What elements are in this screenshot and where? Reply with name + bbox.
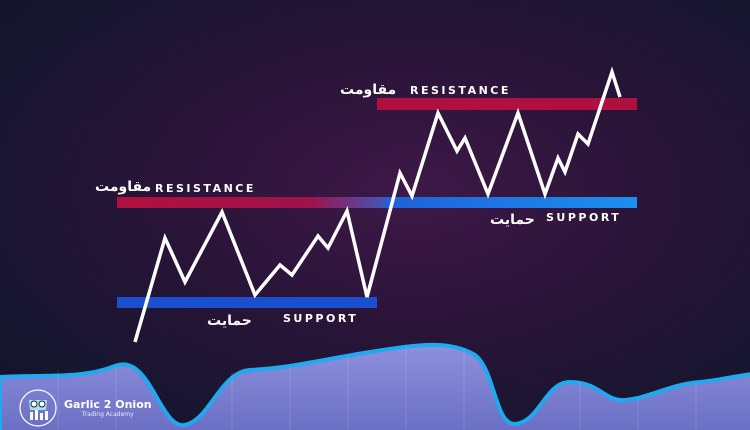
logo-name: Garlic 2 Onion — [64, 398, 152, 411]
resistance-band-left — [117, 197, 392, 208]
support-label-left: SUPPORT — [283, 312, 359, 325]
logo: Garlic 2 Onion Trading Academy — [18, 388, 152, 428]
support-band-left — [117, 297, 377, 308]
support-label-right: SUPPORT — [546, 211, 622, 224]
resistance-label-left: RESISTANCE — [155, 182, 256, 195]
wave-decoration — [0, 342, 750, 430]
owl-logo-icon — [19, 389, 57, 427]
logo-tagline: Trading Academy — [81, 411, 134, 418]
resistance-label-right-ar: مقاومت — [340, 82, 397, 98]
resistance-label-right: RESISTANCE — [410, 84, 511, 97]
resistance-label-left-ar: مقاومت — [95, 179, 152, 195]
support-label-left-ar: حمایت — [207, 313, 252, 329]
resistance-band-right — [377, 98, 637, 110]
support-band-right — [385, 197, 637, 208]
support-label-right-ar: حمایت — [490, 212, 535, 228]
price-line — [133, 66, 622, 343]
